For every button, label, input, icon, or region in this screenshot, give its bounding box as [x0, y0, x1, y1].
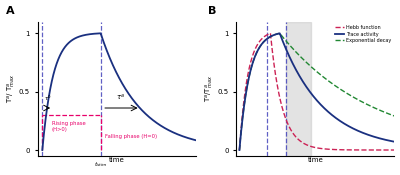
Trace activity — [237, 149, 242, 151]
Hebb function — [392, 149, 397, 151]
Exponential decay — [237, 149, 242, 151]
Hebb function — [303, 143, 308, 145]
Exponential decay — [392, 115, 397, 117]
Text: $\tau^0$: $\tau^0$ — [44, 94, 52, 103]
Exponential decay — [296, 54, 301, 56]
Hebb function — [255, 44, 260, 46]
Hebb function — [389, 149, 394, 151]
Text: B: B — [208, 6, 216, 16]
Hebb function — [268, 32, 273, 34]
Line: Exponential decay: Exponential decay — [240, 33, 394, 150]
Trace activity — [296, 74, 301, 76]
Hebb function — [372, 149, 377, 151]
Hebb function — [237, 149, 242, 151]
Exponential decay — [255, 51, 260, 53]
Hebb function — [264, 34, 269, 36]
Hebb function — [296, 139, 301, 141]
Line: Hebb function: Hebb function — [240, 33, 394, 150]
Line: Trace activity: Trace activity — [240, 33, 394, 150]
Bar — [286, 22, 311, 156]
Y-axis label: T$^a$/T$^a_{max}$: T$^a$/T$^a_{max}$ — [204, 75, 216, 102]
Exponential decay — [372, 107, 377, 109]
Trace activity — [303, 85, 308, 87]
Trace activity — [372, 136, 377, 138]
X-axis label: time: time — [308, 157, 323, 163]
X-axis label: time: time — [109, 157, 125, 163]
Trace activity — [389, 140, 394, 142]
Exponential decay — [264, 38, 269, 40]
Trace activity — [392, 141, 397, 143]
Text: A: A — [6, 6, 15, 16]
Text: $\tau^a$: $\tau^a$ — [116, 92, 125, 102]
Legend: Hebb function, Trace activity, Exponential decay: Hebb function, Trace activity, Exponenti… — [334, 24, 392, 44]
Text: Falling phase (H=0): Falling phase (H=0) — [105, 134, 158, 139]
Trace activity — [264, 38, 269, 40]
Exponential decay — [303, 61, 308, 63]
Text: $t_{stim}$: $t_{stim}$ — [94, 160, 108, 169]
Text: Rising phase
(H>0): Rising phase (H>0) — [52, 121, 85, 132]
Trace activity — [277, 32, 282, 34]
Exponential decay — [277, 32, 282, 34]
Exponential decay — [389, 114, 394, 116]
Trace activity — [255, 51, 260, 53]
Y-axis label: T$^a$/ T$^a_{max}$: T$^a$/ T$^a_{max}$ — [6, 74, 18, 103]
